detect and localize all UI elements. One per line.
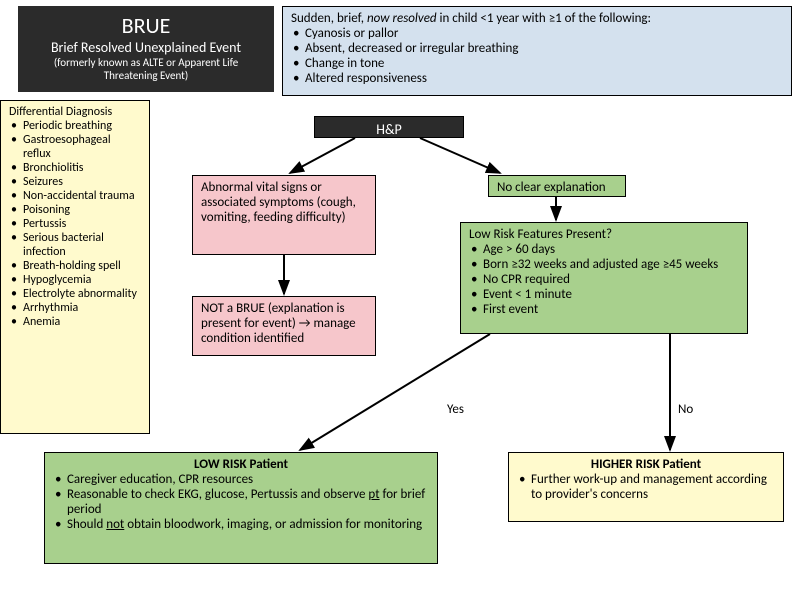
- definition-box: Sudden, brief, now resolved in child <1 …: [282, 6, 792, 96]
- ddx-item: Breath-holding spell: [23, 259, 141, 273]
- not-brue-text: NOT a BRUE (explanation is present for e…: [201, 301, 356, 346]
- title-main: BRUE: [28, 12, 264, 39]
- low-risk-item: Caregiver education, CPR resources: [67, 472, 429, 487]
- ddx-item: Gastroesophageal reflux: [23, 133, 141, 161]
- low-risk-q-item: First event: [483, 302, 739, 317]
- ddx-item: Non-accidental trauma: [23, 189, 141, 203]
- higher-risk-item: Further work-up and management according…: [531, 472, 775, 502]
- definition-item: Change in tone: [305, 56, 783, 71]
- ddx-heading: Differential Diagnosis: [9, 105, 141, 119]
- ddx-item: Anemia: [23, 315, 141, 329]
- low-risk-q-item: Born ≥32 weeks and adjusted age ≥45 week…: [483, 257, 739, 272]
- definition-lead: Sudden, brief, now resolved in child <1 …: [291, 11, 783, 26]
- ddx-item: Pertussis: [23, 217, 141, 231]
- higher-risk-list: Further work-up and management according…: [517, 472, 775, 502]
- low-risk-question-box: Low Risk Features Present? Age > 60 days…: [460, 222, 748, 334]
- low-risk-item: Should not obtain bloodwork, imaging, or…: [67, 517, 429, 532]
- ddx-item: Arrhythmia: [23, 301, 141, 315]
- title-note: (formerly known as ALTE or Apparent Life…: [28, 56, 264, 82]
- ddx-item: Electrolyte abnormality: [23, 287, 141, 301]
- low-risk-q-item: No CPR required: [483, 272, 739, 287]
- low-risk-q-item: Event < 1 minute: [483, 287, 739, 302]
- title-subtitle: Brief Resolved Unexplained Event: [28, 39, 264, 56]
- low-risk-list: Caregiver education, CPR resources Reaso…: [53, 472, 429, 532]
- definition-list: Cyanosis or pallor Absent, decreased or …: [291, 26, 783, 86]
- no-explanation-text: No clear explanation: [497, 180, 606, 195]
- definition-item: Absent, decreased or irregular breathing: [305, 41, 783, 56]
- ddx-item: Poisoning: [23, 203, 141, 217]
- low-risk-q-list: Age > 60 days Born ≥32 weeks and adjuste…: [469, 242, 739, 317]
- hp-label: H&P: [376, 121, 402, 138]
- abnormal-box: Abnormal vital signs or associated sympt…: [192, 175, 376, 255]
- ddx-item: Seizures: [23, 175, 141, 189]
- no-explanation-box: No clear explanation: [488, 175, 626, 197]
- definition-item: Altered responsiveness: [305, 71, 783, 86]
- ddx-item: Bronchiolitis: [23, 161, 141, 175]
- low-risk-item: Reasonable to check EKG, glucose, Pertus…: [67, 487, 429, 517]
- low-risk-q-heading: Low Risk Features Present?: [469, 227, 739, 242]
- higher-risk-box: HIGHER RISK Patient Further work-up and …: [508, 452, 784, 522]
- ddx-box: Differential Diagnosis Periodic breathin…: [0, 100, 150, 434]
- yes-label: Yes: [447, 402, 464, 417]
- definition-item: Cyanosis or pallor: [305, 26, 783, 41]
- low-risk-q-item: Age > 60 days: [483, 242, 739, 257]
- ddx-item: Serious bacterial infection: [23, 231, 141, 259]
- ddx-item: Periodic breathing: [23, 119, 141, 133]
- low-risk-box: LOW RISK Patient Caregiver education, CP…: [44, 452, 438, 564]
- ddx-item: Hypoglycemia: [23, 273, 141, 287]
- title-box: BRUE Brief Resolved Unexplained Event (f…: [18, 6, 274, 92]
- no-label: No: [678, 402, 693, 417]
- higher-risk-heading: HIGHER RISK Patient: [517, 457, 775, 472]
- abnormal-text: Abnormal vital signs or associated sympt…: [201, 180, 356, 225]
- ddx-list: Periodic breathing Gastroesophageal refl…: [9, 119, 141, 329]
- hp-box: H&P: [314, 116, 464, 138]
- not-brue-box: NOT a BRUE (explanation is present for e…: [192, 296, 376, 356]
- low-risk-heading: LOW RISK Patient: [53, 457, 429, 472]
